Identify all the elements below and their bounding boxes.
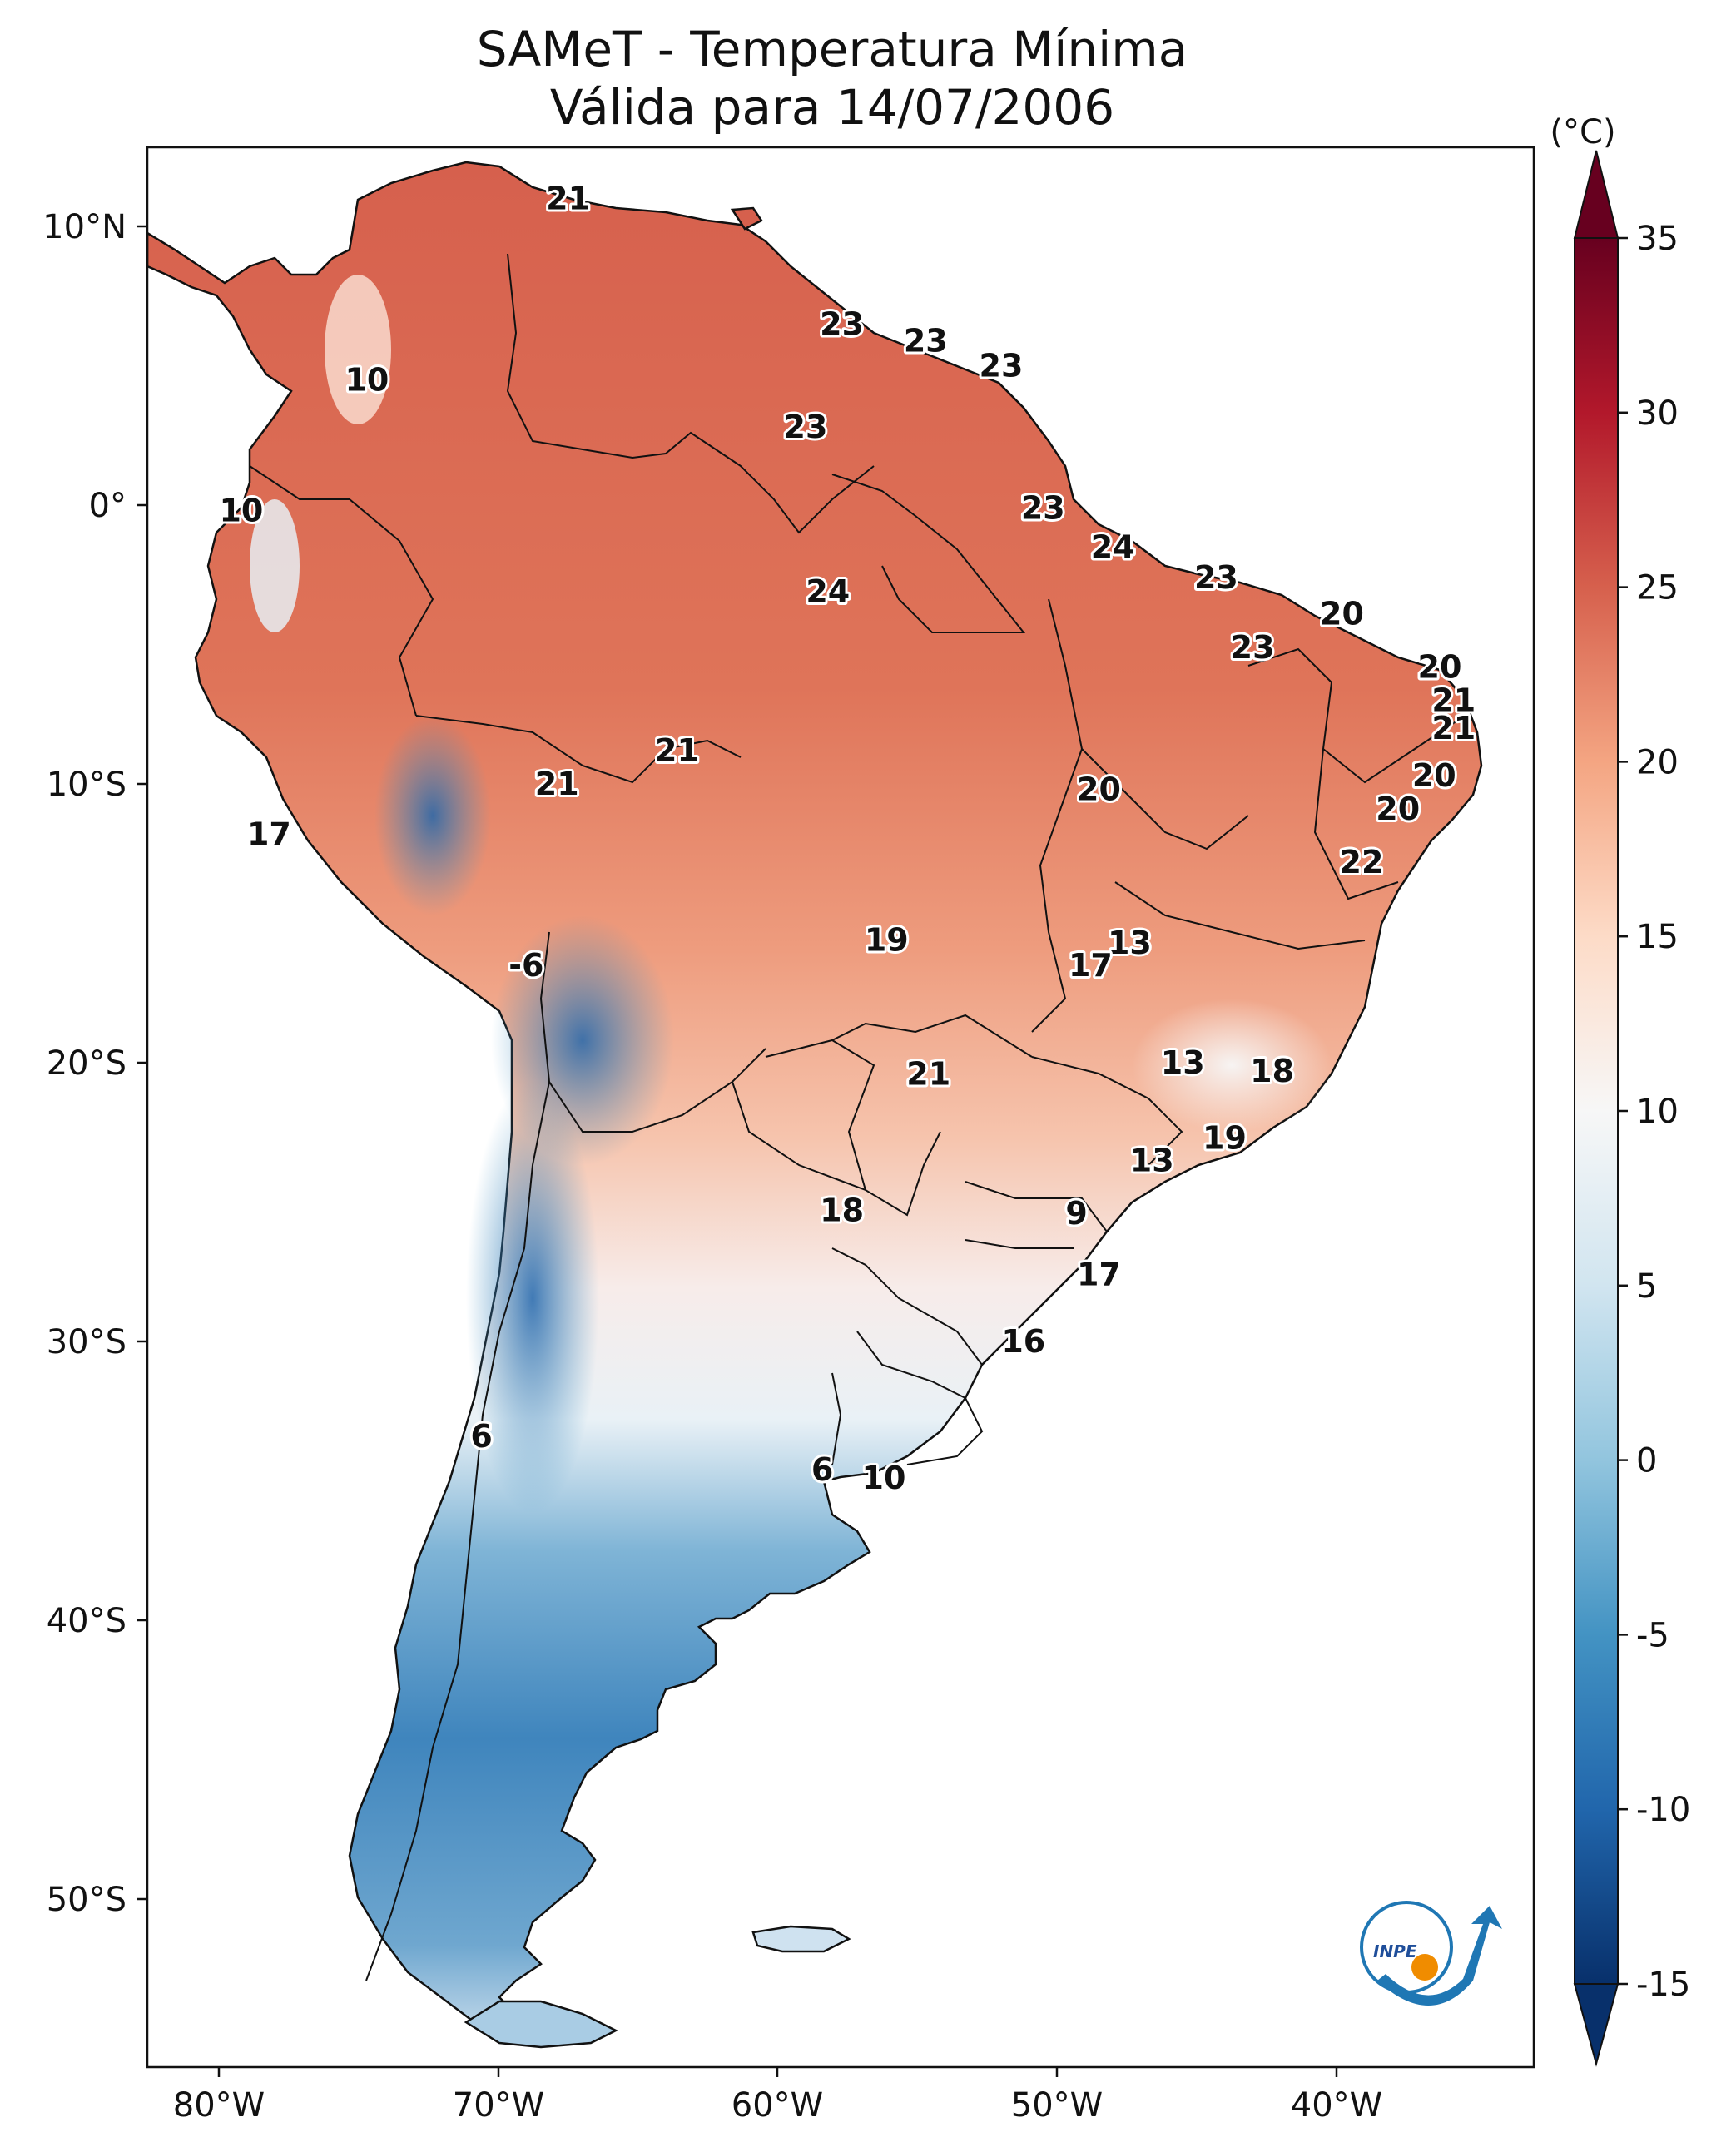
colorbar-ticks: 35 30 25 20 15 10 5 0 -5 -10 -15 xyxy=(1618,220,1690,2004)
station-value-label: 24 xyxy=(806,573,850,610)
colorbar-tick-label: 15 xyxy=(1636,918,1679,956)
station-value-label: 6 xyxy=(470,1418,492,1455)
country-borders xyxy=(249,253,1466,1981)
station-value-label: 13 xyxy=(1130,1142,1174,1178)
station-value-label: 13 xyxy=(1108,925,1152,961)
colorbar xyxy=(1573,150,1619,2067)
colorbar-tick-label: 30 xyxy=(1636,394,1679,433)
southeast-brazil-cool xyxy=(1132,999,1332,1132)
tierra-del-fuego xyxy=(464,2000,618,2049)
colorbar-tick-label: 0 xyxy=(1636,1442,1657,1480)
axis-tick-marks xyxy=(137,225,1338,2077)
station-value-label: 21 xyxy=(1431,710,1476,746)
map-panel xyxy=(147,147,1534,2067)
map-title-line1: SAMeT - Temperatura Mínima xyxy=(477,21,1188,77)
lat-label-50s: 50°S xyxy=(47,1881,126,1919)
station-value-label: 24 xyxy=(1091,528,1135,565)
station-value-label: 21 xyxy=(546,181,590,217)
station-value-label: 21 xyxy=(1431,682,1476,719)
lat-label-20s: 20°S xyxy=(47,1044,126,1083)
lon-label-50w: 50°W xyxy=(1011,2086,1103,2125)
station-value-label: 13 xyxy=(1161,1044,1205,1081)
colorbar-tick-label: 5 xyxy=(1636,1267,1657,1306)
station-value-label: 16 xyxy=(1001,1323,1045,1360)
station-value-label: 9 xyxy=(1065,1195,1087,1232)
station-value-label: 23 xyxy=(784,409,828,445)
inpe-logo: INPE xyxy=(1360,1901,1502,2006)
station-value-label: 23 xyxy=(904,322,948,359)
station-value-label: 20 xyxy=(1320,596,1364,632)
andes-cold-band xyxy=(466,1082,599,1515)
colorbar-tick-label: 35 xyxy=(1636,220,1679,258)
colorbar-tick-label: -10 xyxy=(1636,1791,1690,1829)
station-value-label: 10 xyxy=(345,361,389,398)
station-value-label: 17 xyxy=(247,816,291,852)
lat-label-10n: 10°N xyxy=(42,208,126,246)
station-value-label: 21 xyxy=(655,732,699,769)
colombia-andes-cool xyxy=(325,275,391,424)
lat-label-40s: 40°S xyxy=(47,1602,126,1640)
station-value-label: 10 xyxy=(862,1460,906,1496)
station-value-label: 6 xyxy=(811,1451,833,1488)
colorbar-tick-label: 10 xyxy=(1636,1093,1679,1131)
colorbar-tick-label: -5 xyxy=(1636,1616,1669,1654)
lon-label-80w: 80°W xyxy=(173,2086,265,2125)
station-value-label: 23 xyxy=(1194,559,1238,596)
station-value-label: 10 xyxy=(219,493,263,529)
peru-andes-cold xyxy=(374,716,491,915)
station-value-label: 20 xyxy=(1376,791,1420,827)
falkland-islands xyxy=(751,1925,851,1953)
lon-label-40w: 40°W xyxy=(1291,2086,1382,2125)
station-value-label: 18 xyxy=(1250,1053,1294,1089)
svg-text:INPE: INPE xyxy=(1373,1941,1417,1961)
station-value-label: 19 xyxy=(1203,1120,1247,1157)
station-value-label: 21 xyxy=(535,766,579,802)
lon-label-70w: 70°W xyxy=(453,2086,544,2125)
colorbar-tick-label: -15 xyxy=(1636,1966,1690,2004)
station-value-label: 18 xyxy=(820,1193,864,1229)
map-title-line2: Válida para 14/07/2006 xyxy=(550,79,1114,136)
map-frame xyxy=(146,146,1535,2069)
station-value-label: 23 xyxy=(1231,629,1275,666)
station-value-label: 20 xyxy=(1418,648,1462,685)
trinidad-island xyxy=(730,206,763,231)
lat-label-30s: 30°S xyxy=(47,1323,126,1361)
station-value-label: 20 xyxy=(1412,757,1456,794)
colorbar-tick-label: 25 xyxy=(1636,569,1679,607)
station-value-label: 17 xyxy=(1077,1257,1121,1293)
colorbar-unit-label: (°C) xyxy=(1550,113,1615,151)
station-value-label: 23 xyxy=(1021,489,1065,526)
station-value-label: 23 xyxy=(980,348,1024,384)
ecuador-andes-cool xyxy=(250,499,300,632)
colorbar-tick-label: 20 xyxy=(1636,743,1679,781)
station-value-label: 23 xyxy=(820,305,864,342)
station-value-label: 21 xyxy=(906,1055,950,1092)
station-value-label: 22 xyxy=(1340,844,1384,880)
south-america-landmass xyxy=(147,161,1483,2040)
lat-label-0: 0° xyxy=(89,487,126,525)
lat-label-10s: 10°S xyxy=(47,766,126,804)
station-value-label: 20 xyxy=(1077,771,1121,808)
station-value-label: 17 xyxy=(1069,947,1113,984)
station-value-label: 19 xyxy=(865,922,909,959)
lon-label-60w: 60°W xyxy=(732,2086,823,2125)
station-value-label: -6 xyxy=(508,947,543,984)
